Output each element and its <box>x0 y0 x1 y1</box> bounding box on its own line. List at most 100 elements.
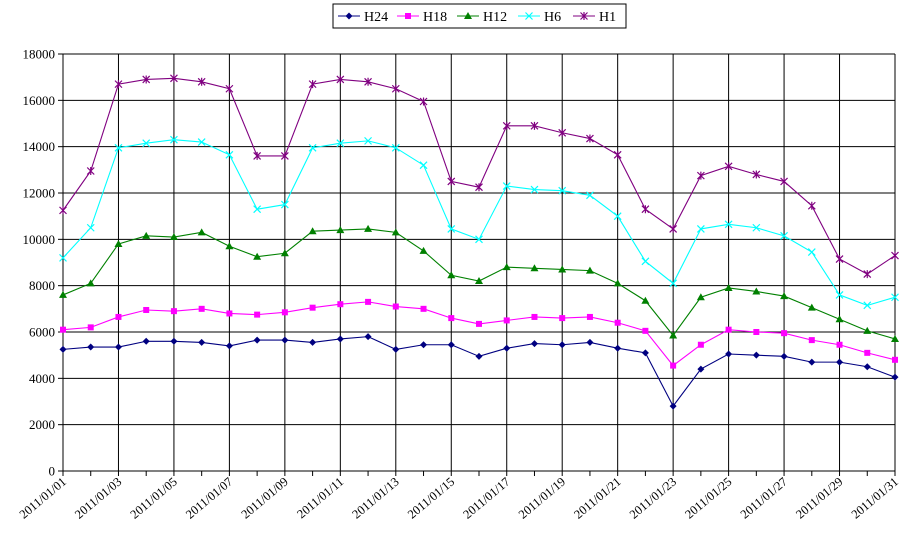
data-point-h24 <box>281 336 289 344</box>
data-point-h12 <box>807 303 816 311</box>
data-point-h24 <box>808 358 816 366</box>
data-point-h1 <box>724 162 733 171</box>
data-point-h12 <box>86 279 95 287</box>
data-point-h24 <box>114 343 122 351</box>
data-point-h6 <box>530 185 539 194</box>
legend-label: H18 <box>423 10 447 25</box>
data-point-h18 <box>892 356 898 363</box>
data-point-h18 <box>670 362 677 369</box>
data-point-h12 <box>669 331 678 339</box>
data-point-h12 <box>419 246 428 254</box>
data-point-h1 <box>586 134 594 143</box>
data-point-h6 <box>391 143 400 152</box>
legend-item-h18: H18 <box>397 10 447 25</box>
data-point-h1 <box>502 121 511 130</box>
data-point-h1 <box>59 206 67 215</box>
legend-label: H24 <box>364 10 388 25</box>
data-point-h18 <box>60 326 66 333</box>
data-point-h12 <box>364 224 373 232</box>
data-point-h18 <box>586 313 593 320</box>
y-tick-label: 18000 <box>23 47 56 62</box>
data-point-h1 <box>696 171 705 180</box>
data-point-h1 <box>891 251 899 260</box>
y-tick-label: 10000 <box>23 232 56 247</box>
legend-item-h24: H24 <box>338 10 388 25</box>
x-tick-label: 2011/01/19 <box>516 475 568 522</box>
data-point-h6 <box>502 182 511 190</box>
data-point-h24 <box>420 341 428 349</box>
data-point-h6 <box>336 139 345 148</box>
data-point-h6 <box>613 212 622 221</box>
data-point-h24 <box>530 340 538 348</box>
y-tick-label: 4000 <box>29 371 55 386</box>
y-tick-label: 2000 <box>29 417 55 432</box>
data-point-h18 <box>836 341 843 348</box>
data-point-h6 <box>586 191 594 200</box>
data-point-h24 <box>669 402 677 410</box>
data-point-h24 <box>225 342 233 350</box>
data-point-h6 <box>86 223 95 232</box>
data-point-h24 <box>614 344 622 352</box>
x-tick-label: 2011/01/03 <box>72 475 124 522</box>
grid-lines <box>63 53 896 471</box>
data-point-h24 <box>253 336 261 344</box>
data-point-h18 <box>725 326 732 333</box>
data-point-h6 <box>475 235 483 244</box>
data-point-h6 <box>752 223 761 232</box>
data-point-h24 <box>87 343 95 351</box>
data-point-h6 <box>280 200 289 209</box>
legend-marker <box>405 13 411 19</box>
data-point-h24 <box>364 333 372 341</box>
data-point-h1 <box>225 84 234 93</box>
data-point-h6 <box>308 143 317 152</box>
data-point-h6 <box>807 248 816 256</box>
data-point-h18 <box>87 324 94 331</box>
data-point-h12 <box>391 228 400 236</box>
data-point-h18 <box>781 330 788 337</box>
y-axis-ticks: 0 2000 4000 6000 8000 10000 12000 14000 16000 180… <box>23 47 63 479</box>
y-tick-label: 14000 <box>23 139 56 154</box>
legend-item-h1: H1 <box>573 10 616 25</box>
y-tick-label: 0 <box>49 464 56 479</box>
data-point-h24 <box>392 345 400 353</box>
legend-label: H6 <box>544 10 561 25</box>
data-point-h12 <box>475 277 483 285</box>
data-point-h24 <box>752 351 760 359</box>
series-line-h1 <box>62 77 896 275</box>
data-point-h1 <box>530 121 539 130</box>
series-lines <box>59 74 899 410</box>
data-point-h24 <box>59 345 67 353</box>
data-point-h1 <box>391 84 400 93</box>
data-point-h18 <box>448 315 455 322</box>
data-point-h6 <box>669 279 678 288</box>
series-h24 <box>59 333 899 410</box>
data-point-h24 <box>891 373 899 381</box>
data-point-h12 <box>780 292 789 300</box>
data-point-h24 <box>863 363 871 371</box>
series-h6 <box>59 135 899 310</box>
x-tick-label: 2011/01/15 <box>405 475 457 522</box>
legend-marker <box>580 12 588 20</box>
data-point-h12 <box>863 326 872 334</box>
data-point-h24 <box>309 338 317 346</box>
x-tick-label: 2011/01/07 <box>183 475 235 522</box>
axes <box>62 54 895 472</box>
data-point-h6 <box>364 136 372 145</box>
data-point-h24 <box>641 349 649 357</box>
x-tick-label: 2011/01/09 <box>239 475 291 522</box>
legend-marker <box>464 12 472 19</box>
data-point-h12 <box>891 334 899 342</box>
legend-marker <box>345 12 353 20</box>
data-point-h18 <box>614 319 621 326</box>
data-point-h6 <box>170 135 178 144</box>
data-point-h18 <box>281 309 288 316</box>
x-tick-label: 2011/01/23 <box>627 475 679 522</box>
data-point-h18 <box>697 341 704 348</box>
data-point-h1 <box>669 224 678 233</box>
data-point-h18 <box>143 306 150 313</box>
data-point-h1 <box>447 177 456 186</box>
data-point-h1 <box>835 255 844 264</box>
data-point-h1 <box>336 75 345 84</box>
data-point-h18 <box>198 305 205 312</box>
